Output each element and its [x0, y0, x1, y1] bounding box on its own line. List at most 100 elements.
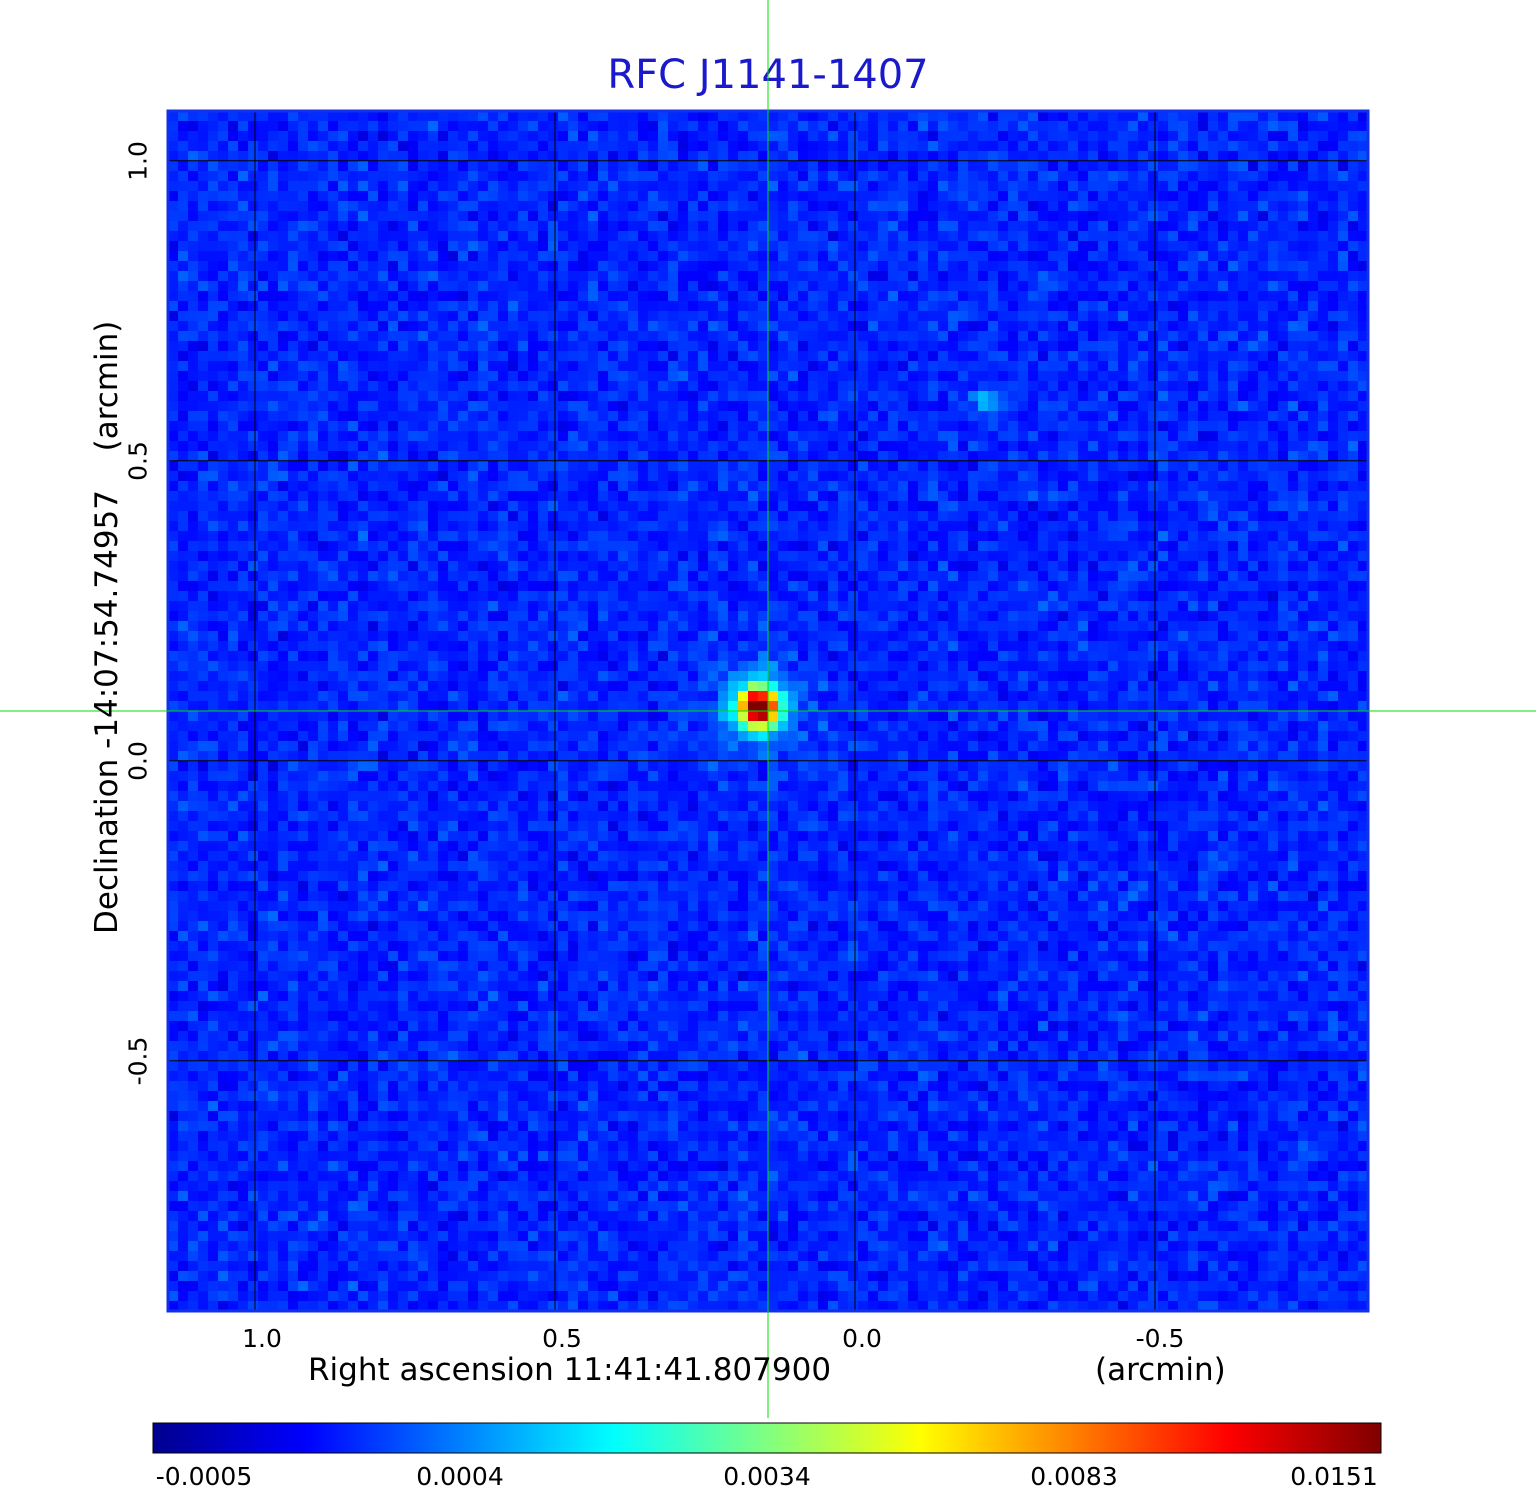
heatmap-cell — [788, 271, 799, 282]
heatmap-cell — [788, 311, 799, 322]
heatmap-cell — [678, 261, 689, 272]
heatmap-cell — [508, 491, 519, 502]
heatmap-cell — [938, 121, 949, 132]
heatmap-cell — [628, 401, 639, 412]
heatmap-cell — [298, 381, 309, 392]
heatmap-cell — [558, 221, 569, 232]
heatmap-cell — [708, 481, 719, 492]
heatmap-cell — [828, 191, 839, 202]
heatmap-cell — [178, 151, 189, 162]
heatmap-cell — [848, 221, 859, 232]
heatmap-cell — [638, 131, 649, 142]
heatmap-cell — [518, 261, 529, 272]
heatmap-cell — [998, 281, 1009, 292]
heatmap-cell — [488, 391, 499, 402]
heatmap-cell — [188, 301, 199, 312]
heatmap-cell — [858, 481, 869, 492]
heatmap-cell — [598, 161, 609, 172]
heatmap-cell — [618, 401, 629, 412]
heatmap-cell — [1328, 201, 1339, 212]
heatmap-cell — [1138, 161, 1149, 172]
heatmap-cell — [658, 341, 669, 352]
heatmap-cell — [998, 141, 1009, 152]
heatmap-cell — [188, 271, 199, 282]
heatmap-cell — [548, 391, 559, 402]
heatmap-cell — [1228, 271, 1239, 282]
heatmap-cell — [1048, 351, 1059, 362]
heatmap-cell — [818, 451, 829, 462]
heatmap-cell — [918, 281, 929, 292]
heatmap-cell — [178, 321, 189, 332]
heatmap-cell — [608, 411, 619, 422]
heatmap-cell — [978, 251, 989, 262]
heatmap-cell — [918, 211, 929, 222]
heatmap-cell — [608, 141, 619, 152]
heatmap-cell — [298, 331, 309, 342]
heatmap-cell — [348, 151, 359, 162]
heatmap-cell — [1108, 221, 1119, 232]
heatmap-cell — [1028, 261, 1039, 272]
heatmap-cell — [418, 421, 429, 432]
heatmap-cell — [1058, 411, 1069, 422]
heatmap-cell — [718, 361, 729, 372]
heatmap-cell — [1188, 451, 1199, 462]
heatmap-cell — [1248, 171, 1259, 182]
heatmap-cell — [708, 511, 719, 522]
heatmap-cell — [1158, 471, 1169, 482]
heatmap-cell — [1238, 141, 1249, 152]
heatmap-cell — [808, 231, 819, 242]
heatmap-cell — [808, 141, 819, 152]
heatmap-cell — [368, 151, 379, 162]
heatmap-cell — [1278, 111, 1289, 122]
heatmap-cell — [478, 171, 489, 182]
heatmap-cell — [278, 161, 289, 172]
heatmap-cell — [188, 521, 199, 532]
heatmap-cell — [458, 151, 469, 162]
heatmap-cell — [808, 521, 819, 532]
heatmap-cell — [698, 211, 709, 222]
heatmap-cell — [188, 251, 199, 262]
heatmap-cell — [288, 481, 299, 492]
heatmap-cell — [628, 471, 639, 482]
heatmap-cell — [918, 151, 929, 162]
heatmap-cell — [1258, 151, 1269, 162]
heatmap-cell — [868, 311, 879, 322]
heatmap-cell — [848, 441, 859, 452]
heatmap-cell — [1078, 311, 1089, 322]
heatmap-cell — [568, 481, 579, 492]
heatmap-cell — [248, 421, 259, 432]
heatmap-cell — [908, 331, 919, 342]
heatmap-cell — [568, 181, 579, 192]
heatmap-cell — [1078, 121, 1089, 132]
heatmap-cell — [1098, 411, 1109, 422]
heatmap-cell — [788, 181, 799, 192]
heatmap-cell — [1278, 491, 1289, 502]
heatmap-cell — [628, 301, 639, 312]
heatmap-cell — [268, 251, 279, 262]
heatmap-cell — [878, 181, 889, 192]
heatmap-cell — [768, 511, 779, 522]
heatmap-cell — [868, 211, 879, 222]
heatmap-cell — [708, 491, 719, 502]
heatmap-cell — [1118, 351, 1129, 362]
heatmap-cell — [318, 281, 329, 292]
heatmap-cell — [448, 221, 459, 232]
heatmap-cell — [618, 471, 629, 482]
heatmap-cell — [628, 361, 639, 372]
heatmap-cell — [838, 451, 849, 462]
heatmap-cell — [178, 431, 189, 442]
heatmap-cell — [268, 431, 279, 442]
heatmap-cell — [298, 111, 309, 122]
heatmap-cell — [668, 371, 679, 382]
heatmap-cell — [198, 451, 209, 462]
heatmap-cell — [948, 181, 959, 192]
heatmap-cell — [478, 191, 489, 202]
heatmap-cell — [178, 401, 189, 412]
heatmap-cell — [1328, 481, 1339, 492]
heatmap-cell — [398, 161, 409, 172]
heatmap-cell — [888, 171, 899, 182]
heatmap-cell — [498, 141, 509, 152]
heatmap-cell — [978, 511, 989, 522]
heatmap-cell — [518, 451, 529, 462]
heatmap-cell — [438, 441, 449, 452]
